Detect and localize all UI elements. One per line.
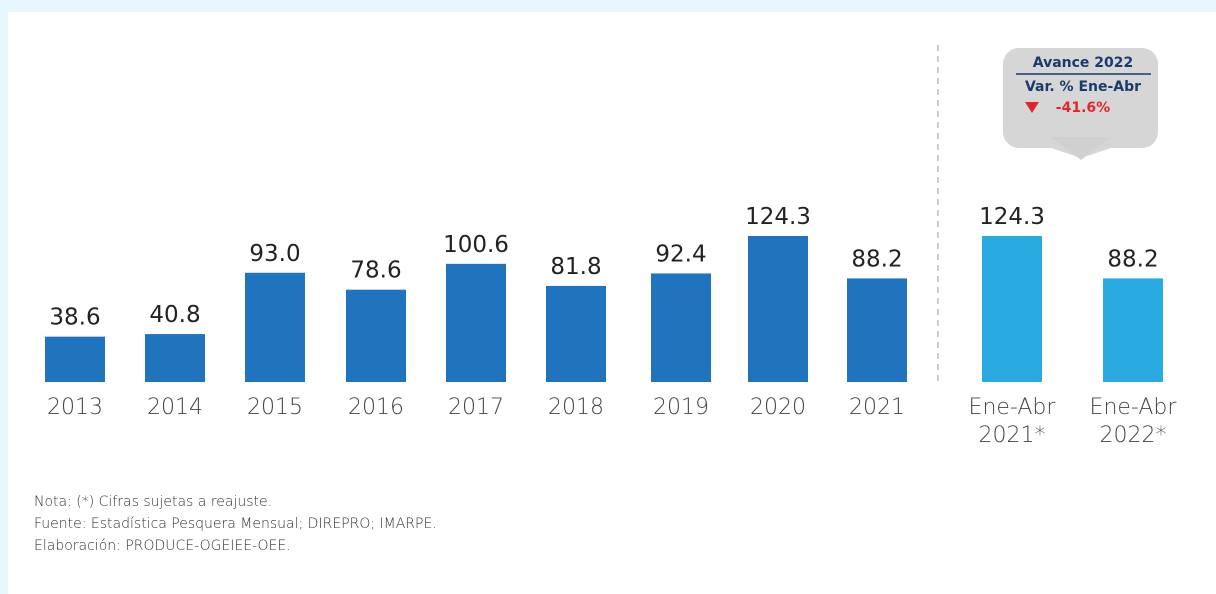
x-tick-label: 2016 <box>348 395 404 420</box>
x-tick-label: Ene-Abr 2022* <box>1089 395 1177 448</box>
x-tick-label: 2018 <box>548 395 604 420</box>
callout-title: Avance 2022 <box>1033 55 1134 71</box>
data-label: 100.6 <box>443 232 509 258</box>
data-label: 88.2 <box>851 246 902 272</box>
data-label: 92.4 <box>655 241 706 267</box>
data-label: 88.2 <box>1107 246 1158 272</box>
bar <box>748 236 808 382</box>
chart-panel: Avance 2022 Var. % Ene-Abr -41.6% 38.6 40… <box>8 12 1216 594</box>
x-tick-label: 2014 <box>147 395 203 420</box>
callout-subtitle: Var. % Ene-Abr <box>1025 79 1141 95</box>
data-label: 78.6 <box>350 258 401 284</box>
footnote: Fuente: Estadística Pesquera Mensual; DI… <box>34 516 437 532</box>
data-label: 38.6 <box>49 305 100 331</box>
bar <box>245 272 305 382</box>
data-label: 40.8 <box>149 302 200 328</box>
footnote: Nota: (*) Cifras sujetas a reajuste. <box>34 494 273 510</box>
x-tick-label: 2020 <box>750 395 806 420</box>
data-label: 124.3 <box>745 204 811 230</box>
callout-arrow <box>1051 137 1111 160</box>
change-indicator <box>1025 102 1039 113</box>
callout-value: -41.6% <box>1056 100 1110 116</box>
bar <box>1103 278 1163 382</box>
bar <box>982 236 1042 382</box>
bar <box>546 285 606 382</box>
x-tick-label: Ene-Abr 2021* <box>968 395 1056 448</box>
data-label: 93.0 <box>249 241 300 267</box>
x-tick-label: 2015 <box>247 395 303 420</box>
bar <box>45 336 105 382</box>
callout-box <box>1003 48 1158 148</box>
bar <box>446 263 506 382</box>
footnote: Elaboración: PRODUCE-OGEIEE-OEE. <box>34 538 291 554</box>
x-tick-label: 2019 <box>653 395 709 420</box>
bar <box>145 334 205 382</box>
x-tick-label: 2017 <box>448 395 504 420</box>
bar <box>346 289 406 382</box>
chart: Avance 2022 Var. % Ene-Abr -41.6% 38.6 40… <box>45 45 1163 382</box>
bar <box>651 273 711 382</box>
data-label: 124.3 <box>979 204 1045 230</box>
x-tick-label: 2013 <box>47 395 103 420</box>
bar <box>847 278 907 382</box>
x-tick-label: 2021 <box>849 395 905 420</box>
data-label: 81.8 <box>550 254 601 280</box>
